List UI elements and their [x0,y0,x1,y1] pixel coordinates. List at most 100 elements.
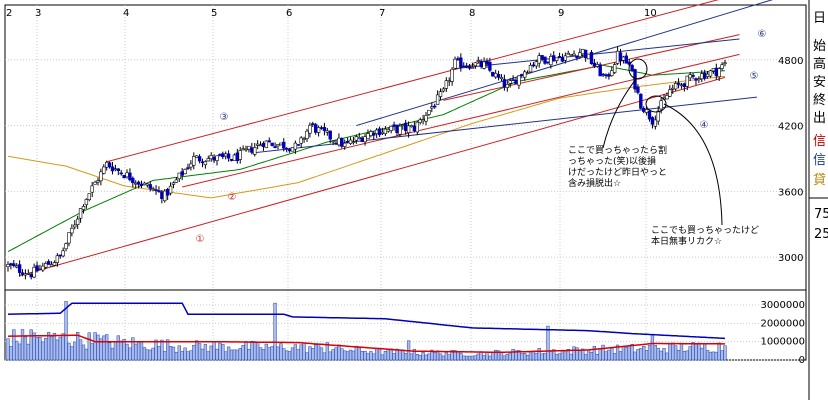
price-panel: 2 3 4 5 6 7 8 9 10 3000 3600 4200 4800 [4,0,807,360]
volume-bar [415,353,419,361]
candle-body [73,224,77,228]
volume-bar [328,351,332,361]
candle-body [496,74,501,78]
volume-bar [642,345,646,361]
volume-bar [177,345,181,361]
trendline [356,0,774,127]
volume-bar [554,353,559,361]
candle-body [543,56,547,64]
volume-bar [691,342,695,361]
trendline [182,53,740,188]
candle-body [470,66,475,69]
candle-body [488,61,492,71]
volume-bar [601,344,605,361]
candle-body [282,141,286,149]
volume-bar [325,342,329,361]
side-panel-label: 日 [813,11,826,26]
volume-tick-label: 3000000 [760,300,805,311]
circled-number-marker: ⑥ [758,29,767,40]
volume-bar [232,349,237,361]
volume-bar [409,353,414,361]
candle-body [296,144,300,146]
volume-bar [398,349,402,361]
volume-bar [357,347,361,361]
candle-body [99,171,103,182]
price-tick-label: 4200 [778,122,803,133]
candle-body [523,71,527,78]
circled-number-marker: ④ [700,120,709,131]
candle-body [389,125,393,131]
trendline [251,96,757,154]
candle-body [427,109,431,115]
candle-body [612,64,617,73]
volume-bar [502,355,507,361]
candle-body [340,138,344,147]
volume-bar [720,350,724,361]
candle-body [653,119,658,127]
volume-bar [183,347,187,361]
candle-body [122,175,126,179]
volume-bar [377,347,382,361]
candle-body [406,125,411,134]
candle-body [41,265,45,271]
volume-bar [717,342,721,361]
volume-bar [682,350,687,361]
volume-bar [668,343,672,361]
candle-body [476,60,480,62]
candle-body [264,140,269,149]
candle-body [6,264,10,268]
volume-bar [366,353,370,361]
volume-bar [189,350,193,361]
volume-bar [319,347,324,361]
candle-body [165,188,170,196]
candle-body [392,124,396,127]
candle-body [583,49,588,59]
volume-bar [64,301,68,361]
volume-bar [241,345,245,361]
volume-bar [84,348,89,361]
volume-bar [714,351,718,361]
candle-body [578,52,582,57]
volume-bar [592,345,597,361]
candle-body [261,143,266,147]
candle-body [319,127,324,129]
volume-bar [636,349,640,361]
side-panel-label: 信 [813,134,826,149]
candle-body [58,254,62,257]
volume-bar [206,351,210,361]
volume-bar [73,341,77,361]
volume-bar [32,332,36,361]
month-label: 4 [123,8,129,19]
volume-bar [488,355,492,361]
candle-body [238,150,242,160]
volume-bar [52,332,57,361]
volume-bar [584,354,588,361]
candle-body [96,180,100,183]
volume-bar [134,343,138,361]
volume-bar [105,334,109,361]
circled-number-marker: ⑤ [750,71,759,82]
candle-body [531,64,536,67]
volume-bar [543,352,547,361]
side-panel-label: 始 [813,39,826,54]
candle-body [186,167,190,169]
candle-body [557,56,562,58]
candle-body [61,250,65,257]
side-panel-label: 終 [813,92,826,108]
candle-body [514,79,518,85]
volume-bar [180,351,184,361]
candle-body [29,273,33,278]
volume-bar [44,337,48,361]
candle-body [552,55,556,62]
volume-bar [314,344,318,361]
volume-bar [659,350,663,361]
volume-bar [110,347,115,361]
volume-bar [531,350,536,361]
volume-bar [351,350,356,361]
candle-body [447,80,451,83]
volume-bar [282,348,286,361]
volume-bar [523,352,527,361]
candle-body [366,133,370,140]
candle-body [418,119,422,123]
